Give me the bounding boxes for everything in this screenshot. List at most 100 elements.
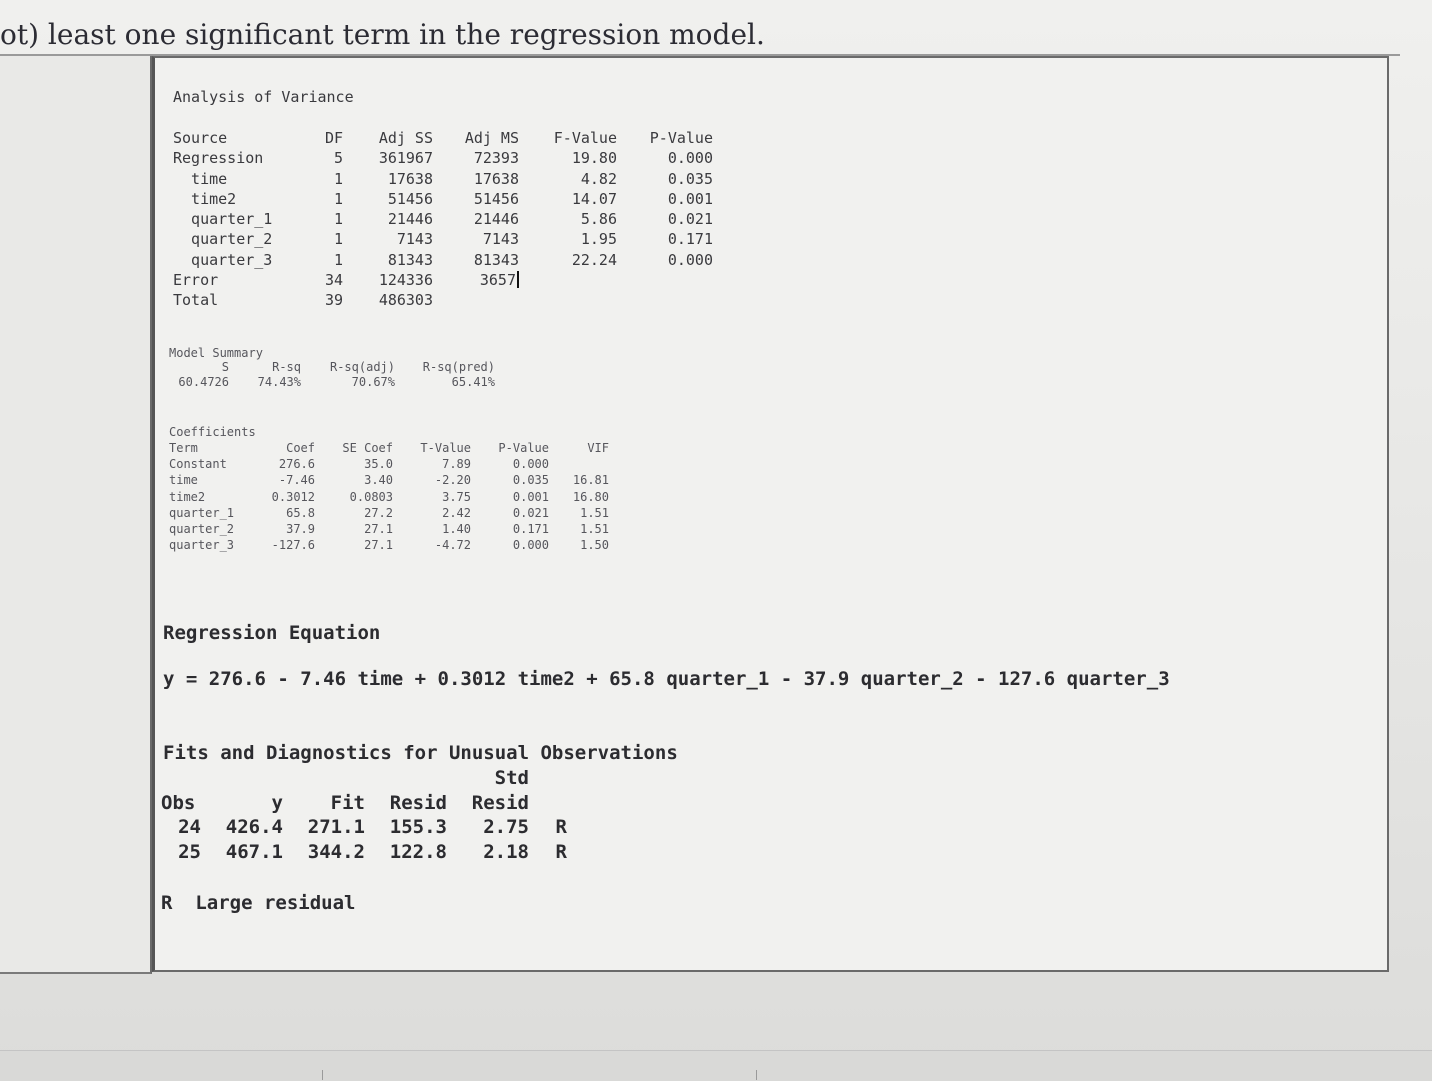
coef-coef: 0.3012 [271, 489, 315, 504]
anova-adjms: 17638 [473, 169, 519, 188]
anova-df: 1 [333, 250, 343, 269]
model-summary-table: S R-sq R-sq(adj) R-sq(pred) 60.4726 74.4… [169, 360, 495, 390]
table-row: Constant 276.6 35.0 7.89 0.000 [169, 456, 609, 472]
table-row: 25 467.1 344.2 122.8 2.18 R [161, 840, 567, 865]
anova-adjms: 7143 [482, 230, 519, 249]
anova-adjms: 72393 [473, 149, 519, 168]
anova-adjms: 51456 [473, 189, 519, 208]
coef-vif: 1.51 [580, 522, 609, 537]
table-row: time2 0.3012 0.0803 3.75 0.001 16.80 [169, 489, 609, 505]
coef-vif: 16.80 [572, 489, 609, 504]
coef-t: 3.75 [442, 489, 471, 504]
anova-table: Source DF Adj SS Adj MS F-Value P-Value … [173, 128, 713, 311]
coef-t: 1.40 [442, 522, 471, 537]
unusual-col-std-resid: Resid [471, 791, 529, 814]
heading-divider [0, 54, 1400, 56]
anova-adjms: 21446 [473, 210, 519, 229]
coef-p: 0.171 [512, 522, 549, 537]
anova-df: 34 [324, 271, 343, 290]
coef-t: 2.42 [442, 505, 471, 520]
table-row: 24 426.4 271.1 155.3 2.75 R [161, 815, 567, 840]
coef-p: 0.000 [512, 538, 549, 553]
ms-col-rsqadj: R-sq(adj) [329, 360, 395, 374]
left-panel [0, 56, 152, 974]
anova-pvalue: 0.000 [667, 250, 713, 269]
anova-col-source: Source [173, 129, 228, 147]
unusual-flag: R [555, 816, 567, 838]
anova-adjss: 17638 [387, 169, 433, 188]
coef-col-se: SE Coef [342, 441, 393, 455]
anova-adjss: 21446 [387, 210, 433, 229]
anova-df: 5 [333, 149, 343, 168]
coef-term: quarter_2 [169, 522, 235, 537]
question-heading: ot) least one significant term in the re… [0, 18, 765, 51]
regression-equation-title: Regression Equation [163, 622, 381, 644]
coef-vif [549, 456, 609, 472]
anova-pvalue: 0.035 [667, 169, 713, 188]
unusual-y: 426.4 [225, 816, 283, 838]
regression-equation: y = 276.6 - 7.46 time + 0.3012 time2 + 6… [163, 668, 1170, 690]
anova-adjss: 124336 [378, 271, 433, 290]
unusual-std-resid: 2.18 [483, 840, 529, 863]
coef-term: quarter_3 [169, 538, 235, 553]
unusual-col-obs: Obs [161, 791, 196, 814]
anova-source: time2 [173, 189, 237, 208]
anova-adjms [433, 290, 519, 310]
table-row: time2 1 51456 51456 14.07 0.001 [173, 189, 713, 209]
anova-pvalue: 0.000 [667, 149, 713, 168]
table-row: 60.4726 74.43% 70.67% 65.41% [169, 375, 495, 390]
unusual-resid: 155.3 [389, 816, 447, 838]
anova-source: quarter_3 [173, 250, 273, 269]
anova-adjms: 81343 [473, 250, 519, 269]
coef-p: 0.001 [512, 489, 549, 504]
unusual-observations-title: Fits and Diagnostics for Unusual Observa… [163, 742, 678, 764]
text-cursor [517, 271, 519, 289]
coef-p: 0.000 [512, 457, 549, 472]
anova-df: 1 [333, 169, 343, 188]
coef-coef: -7.46 [278, 473, 315, 488]
unusual-col-resid: Resid [389, 791, 447, 814]
anova-source: quarter_2 [173, 230, 273, 249]
anova-source: Error [173, 271, 219, 290]
anova-source: time [173, 169, 228, 188]
anova-error-adjms: 3657 [479, 271, 516, 290]
coef-se: 27.1 [364, 538, 393, 553]
coef-coef: -127.6 [271, 538, 315, 553]
bottom-tick [756, 1070, 757, 1080]
anova-fvalue [519, 290, 617, 310]
anova-pvalue: 0.171 [667, 230, 713, 249]
anova-df: 1 [333, 230, 343, 249]
table-row: quarter_3 -127.6 27.1 -4.72 0.000 1.50 [169, 537, 609, 553]
bottom-strip [0, 1050, 1432, 1081]
coefficients-table: Term Coef SE Coef T-Value P-Value VIF Co… [169, 440, 609, 553]
anova-adjms: 3657 [433, 270, 519, 290]
residual-legend: R Large residual [161, 892, 356, 914]
table-row: Regression 5 361967 72393 19.80 0.000 [173, 148, 713, 168]
ms-rsq-value: 74.43% [257, 375, 301, 389]
coef-col-vif: VIF [587, 441, 609, 455]
anova-adjss: 486303 [378, 291, 433, 310]
coef-se: 3.40 [364, 473, 393, 488]
table-row: quarter_1 1 21446 21446 5.86 0.021 [173, 209, 713, 229]
coef-se: 35.0 [364, 457, 393, 472]
anova-adjss: 81343 [387, 250, 433, 269]
coefficients-title: Coefficients [169, 425, 256, 439]
anova-source: Regression [173, 149, 264, 168]
coef-col-p: P-Value [498, 441, 549, 455]
coef-col-t: T-Value [420, 441, 471, 455]
unusual-fit: 271.1 [307, 816, 365, 838]
unusual-resid: 122.8 [389, 840, 447, 863]
coef-vif: 1.50 [580, 538, 609, 553]
unusual-col-fit: Fit [330, 791, 365, 814]
anova-fvalue: 22.24 [571, 250, 617, 269]
anova-fvalue: 5.86 [580, 210, 617, 229]
table-row: time -7.46 3.40 -2.20 0.035 16.81 [169, 472, 609, 488]
coef-term: time2 [169, 489, 206, 504]
unusual-obs: 24 [178, 816, 201, 838]
ms-rsqpred-value: 65.41% [451, 375, 495, 389]
anova-df: 1 [333, 210, 343, 229]
table-row: quarter_1 65.8 27.2 2.42 0.021 1.51 [169, 505, 609, 521]
unusual-flag: R [555, 840, 567, 863]
unusual-std-row: Std [161, 766, 567, 791]
coef-se: 0.0803 [349, 489, 393, 504]
